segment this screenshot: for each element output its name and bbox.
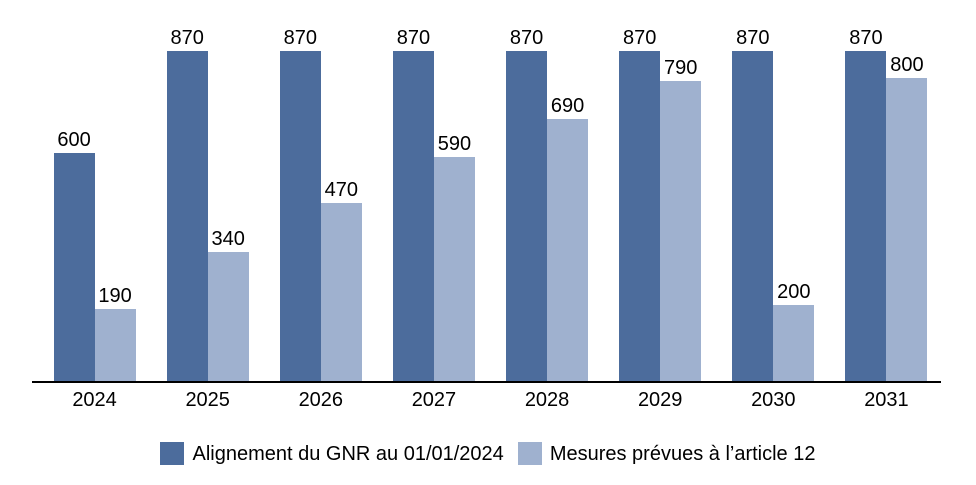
bar-group: 870 800 [830,20,943,381]
legend-label: Alignement du GNR au 01/01/2024 [192,442,504,465]
bar-value-label: 590 [437,133,472,155]
bar-value-label: 870 [736,27,770,49]
bar: 790 [660,57,702,381]
bar-value-label: 870 [509,27,544,49]
bar-value-label: 800 [890,54,924,76]
legend: Alignement du GNR au 01/01/2024 Mesures p… [0,442,976,465]
bar-value-label: 790 [664,57,698,79]
bar: 590 [433,133,475,381]
bar: 800 [886,54,928,381]
x-axis-labels: 2024 2025 2026 2027 2028 2029 2030 2031 [38,389,943,411]
x-axis-label: 2025 [185,389,230,411]
bar-value-label: 200 [777,281,811,303]
bar-value-label: 870 [849,27,883,49]
bar: 870 [845,27,887,381]
bar: 870 [166,27,208,381]
legend-label: Mesures prévues à l’article 12 [549,442,816,465]
bar-group: 870 690 [491,20,604,381]
x-axis-label: 2026 [298,389,344,411]
bar: 190 [94,285,136,381]
bar-value-label: 600 [57,129,91,151]
x-axis-label: 2027 [411,389,457,411]
plot-area: 600 190 870 340 870 470 870 590 870 690 870 790 870 2… [38,20,943,381]
x-axis-label: 2029 [637,389,683,411]
bar: 690 [547,95,589,381]
bar: 870 [619,27,661,381]
bar-group: 870 200 [717,20,830,381]
bar: 600 [53,129,95,381]
bar: 470 [320,179,362,381]
bar-value-label: 690 [550,95,585,117]
bar-group: 870 790 [604,20,717,381]
bar-group: 870 470 [264,20,377,381]
bar-value-label: 870 [283,27,317,49]
bar-value-label: 870 [396,27,431,49]
bar: 870 [392,27,434,381]
x-axis-label: 2024 [72,389,117,411]
bar-value-label: 470 [324,179,358,201]
bar-group: 870 340 [151,20,264,381]
bar: 870 [732,27,774,381]
bar: 200 [773,281,815,381]
bar: 340 [207,228,249,381]
x-axis-label: 2031 [864,389,909,411]
legend-swatch [160,442,185,465]
legend-swatch [517,442,542,465]
legend-item: Alignement du GNR au 01/01/2024 [160,442,504,465]
bar-group: 600 190 [38,20,151,381]
bar-value-label: 870 [623,27,657,49]
bar: 870 [506,27,548,381]
x-axis-label: 2028 [524,389,570,411]
x-axis-line [32,381,941,383]
bar-value-label: 870 [170,27,204,49]
bar-value-label: 340 [211,228,245,250]
bar-value-label: 190 [98,285,132,307]
bar: 870 [279,27,321,381]
legend-item: Mesures prévues à l’article 12 [517,442,816,465]
x-axis-label: 2030 [751,389,796,411]
bar-group: 870 590 [377,20,490,381]
